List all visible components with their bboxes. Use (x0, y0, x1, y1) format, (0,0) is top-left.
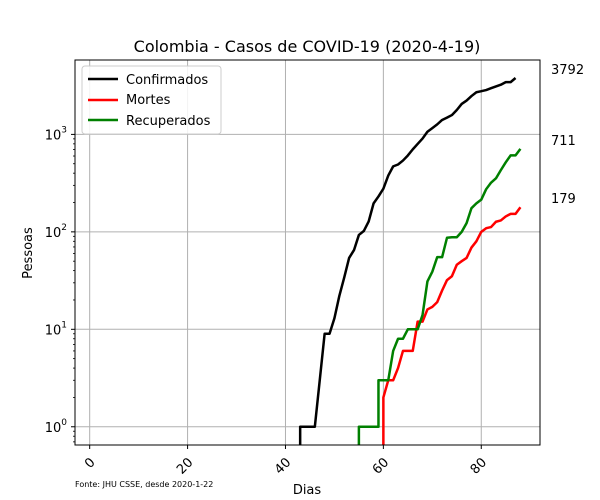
legend-label-mortes: Mortes (126, 93, 171, 108)
y-tick-label: 102 (45, 223, 67, 241)
y-axis-ticks: 100 101 102 103 (45, 125, 75, 443)
series-line-mortes (382, 206, 522, 445)
y-tick-label: 101 (45, 320, 67, 338)
series-lines (298, 77, 522, 445)
series-line-recuperados (357, 148, 522, 445)
end-value-labels: 3792 179 711 (551, 63, 584, 207)
y-axis-label: Pessoas (21, 227, 36, 279)
x-axis-label: Dias (293, 483, 322, 498)
legend-entry-mortes: Mortes (88, 93, 171, 108)
legend-entry-recuperados: Recuperados (88, 114, 211, 129)
legend-entry-confirmados: Confirmados (88, 73, 208, 88)
legend: Confirmados Mortes Recuperados (81, 65, 222, 135)
source-note: Fonte: JHU CSSE, desde 2020-1-22 (75, 480, 213, 489)
legend-label-confirmados: Confirmados (126, 73, 208, 88)
y-tick-label: 100 (45, 418, 68, 436)
legend-box (81, 65, 222, 135)
chart-title: Colombia - Casos de COVID-19 (2020-4-19) (134, 37, 481, 56)
plot-area-frame (74, 59, 541, 446)
y-tick-label: 103 (45, 125, 67, 143)
end-label-confirmados: 3792 (551, 63, 584, 78)
end-label-mortes: 179 (551, 192, 576, 207)
legend-label-recuperados: Recuperados (126, 114, 211, 129)
end-label-recuperados: 711 (551, 134, 576, 149)
series-line-confirmados (298, 77, 517, 445)
